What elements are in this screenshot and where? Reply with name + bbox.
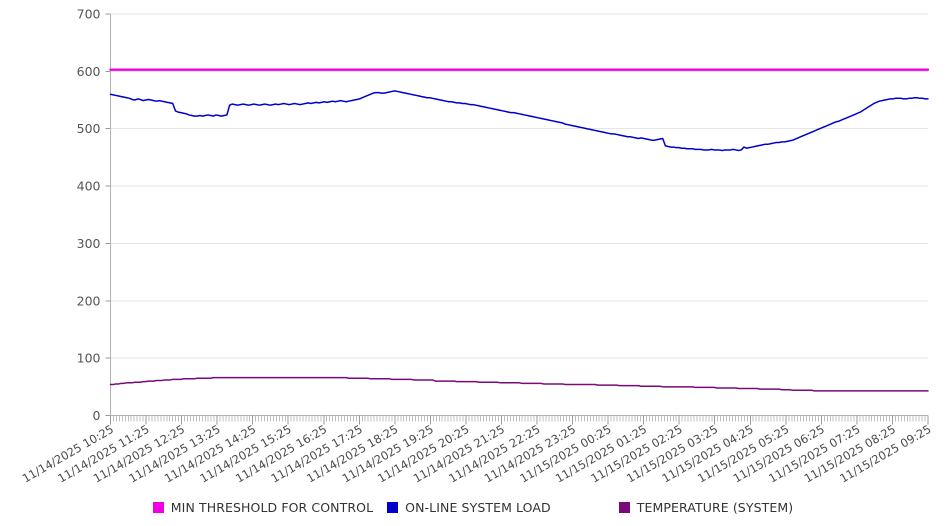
legend-item-on-line-system-load[interactable]: ON-LINE SYSTEM LOAD: [387, 500, 551, 515]
legend-swatch-min-threshold-for-control: [152, 501, 164, 513]
chart-legend: MIN THRESHOLD FOR CONTROL ON-LINE SYSTEM…: [0, 496, 946, 518]
y-axis-tick-label: 0: [93, 408, 101, 423]
series-line-on-line-system-load: [109, 90, 929, 152]
legend-item-temperature-system[interactable]: TEMPERATURE (SYSTEM): [618, 499, 794, 515]
y-axis-tick-label: 700: [77, 7, 101, 22]
legend-label-min-threshold-for-control: MIN THRESHOLD FOR CONTROL: [170, 499, 374, 515]
y-axis-tick-label: 300: [77, 236, 101, 251]
series-line-temperature-system: [109, 376, 929, 392]
legend-label-on-line-system-load: ON-LINE SYSTEM LOAD: [405, 499, 551, 515]
legend-item-min-threshold-for-control[interactable]: MIN THRESHOLD FOR CONTROL: [152, 499, 374, 515]
y-axis-tick-label: 600: [77, 64, 101, 79]
y-axis-tick-label: 100: [77, 351, 101, 366]
y-axis-tick-label: 500: [77, 121, 101, 136]
legend-swatch-on-line-system-load: [387, 501, 399, 513]
y-axis-tick-label: 400: [77, 179, 101, 194]
legend-swatch-temperature-system: [618, 501, 630, 513]
legend-label-temperature-system: TEMPERATURE (SYSTEM): [636, 499, 794, 515]
y-axis-tick-label: 200: [77, 293, 101, 308]
